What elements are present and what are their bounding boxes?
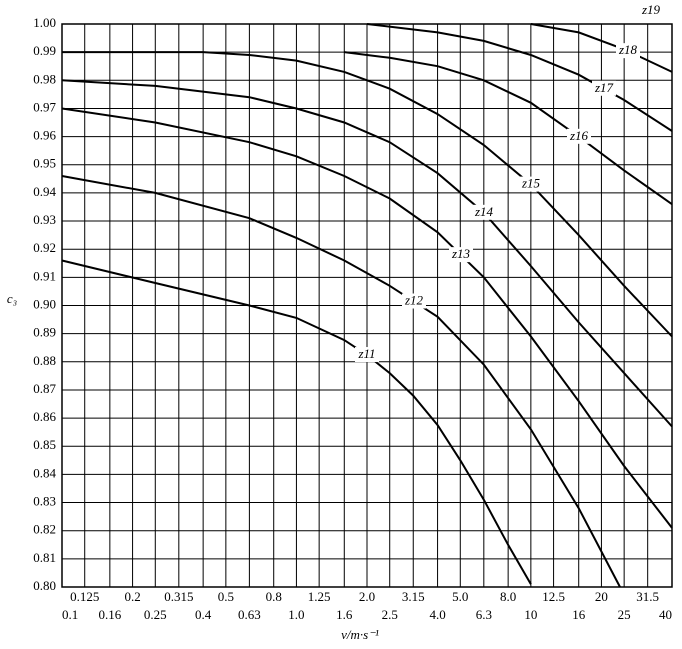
y-tick-label: 0.91 xyxy=(33,268,56,283)
line xyxy=(530,23,673,73)
y-tick-label: 0.93 xyxy=(33,212,56,227)
series-label: z18 xyxy=(618,42,638,57)
x-tick-label: 0.25 xyxy=(144,607,167,622)
line xyxy=(61,79,673,428)
y-tick-label: 0.80 xyxy=(33,578,56,593)
plot-frame xyxy=(61,23,673,588)
series-label: z17 xyxy=(594,80,614,95)
x-tick-label: 0.5 xyxy=(218,589,234,604)
x-tick-label: 0.125 xyxy=(70,589,99,604)
x-tick-label: 8.0 xyxy=(500,589,516,604)
y-tick-label: 0.95 xyxy=(33,156,56,171)
y-tick-label: 0.89 xyxy=(33,325,56,340)
x-tick-label: 25 xyxy=(618,607,631,622)
series-label: z13 xyxy=(451,246,471,261)
y-axis-label: c₃ xyxy=(7,291,17,306)
y-tick-label: 1.00 xyxy=(33,15,56,30)
label-bg xyxy=(449,247,473,263)
label-bg xyxy=(472,204,496,220)
y-tick-label: 0.82 xyxy=(33,522,56,537)
series-label: z12 xyxy=(404,292,424,307)
line xyxy=(61,259,532,585)
x-tick-label: 4.0 xyxy=(429,607,445,622)
x-tick-label: 2.5 xyxy=(382,607,398,622)
x-tick-label: 2.0 xyxy=(359,589,375,604)
series-label: z15 xyxy=(521,176,541,191)
x-axis-label: v/m·s⁻¹ xyxy=(341,627,379,642)
line xyxy=(366,23,673,132)
y-tick-label: 0.92 xyxy=(33,240,56,255)
series-label: z16 xyxy=(569,128,589,143)
x-tick-label: 0.4 xyxy=(195,607,212,622)
y-tick-label: 0.87 xyxy=(33,381,56,396)
x-tick-label: 1.0 xyxy=(288,607,304,622)
y-tick-label: 0.83 xyxy=(33,494,56,509)
y-tick-label: 0.85 xyxy=(33,437,56,452)
x-tick-label: 5.0 xyxy=(452,589,468,604)
x-tick-label: 1.6 xyxy=(336,607,353,622)
x-tick-label: 0.16 xyxy=(98,607,121,622)
x-tick-label: 20 xyxy=(595,589,608,604)
x-tick-label: 6.3 xyxy=(476,607,492,622)
label-bg xyxy=(355,347,379,363)
series-label: z11 xyxy=(357,346,375,361)
label-bg xyxy=(592,80,616,96)
y-tick-label: 0.96 xyxy=(33,128,56,143)
y-tick-label: 0.98 xyxy=(33,71,56,86)
x-tick-label: 0.63 xyxy=(238,607,261,622)
x-tick-label: 1.25 xyxy=(308,589,331,604)
label-bg xyxy=(402,293,426,309)
x-tick-label: 10 xyxy=(524,607,537,622)
x-tick-label: 0.8 xyxy=(266,589,282,604)
x-tick-label: 31.5 xyxy=(636,589,659,604)
series-label: z14 xyxy=(474,204,494,219)
y-tick-label: 0.90 xyxy=(33,296,56,311)
x-tick-label: 0.1 xyxy=(62,607,78,622)
label-bg xyxy=(567,128,591,144)
y-tick-label: 0.94 xyxy=(33,184,56,199)
y-tick-label: 0.84 xyxy=(33,465,56,480)
y-tick-label: 0.81 xyxy=(33,550,56,565)
y-tick-label: 0.86 xyxy=(33,409,56,424)
line xyxy=(61,175,621,588)
line xyxy=(344,51,673,206)
line xyxy=(62,51,673,338)
label-bg xyxy=(519,176,543,192)
x-tick-label: 0.315 xyxy=(164,589,193,604)
y-tick-label: 0.99 xyxy=(33,43,56,58)
x-tick-label: 12.5 xyxy=(542,589,565,604)
y-tick-label: 0.88 xyxy=(33,353,56,368)
x-tick-label: 40 xyxy=(659,607,672,622)
label-bg xyxy=(616,43,640,59)
x-tick-label: 16 xyxy=(572,607,586,622)
annotation: z19 xyxy=(641,2,661,17)
x-tick-label: 0.2 xyxy=(124,589,140,604)
line xyxy=(61,107,673,529)
x-tick-label: 3.15 xyxy=(402,589,425,604)
y-tick-label: 0.97 xyxy=(33,99,56,114)
